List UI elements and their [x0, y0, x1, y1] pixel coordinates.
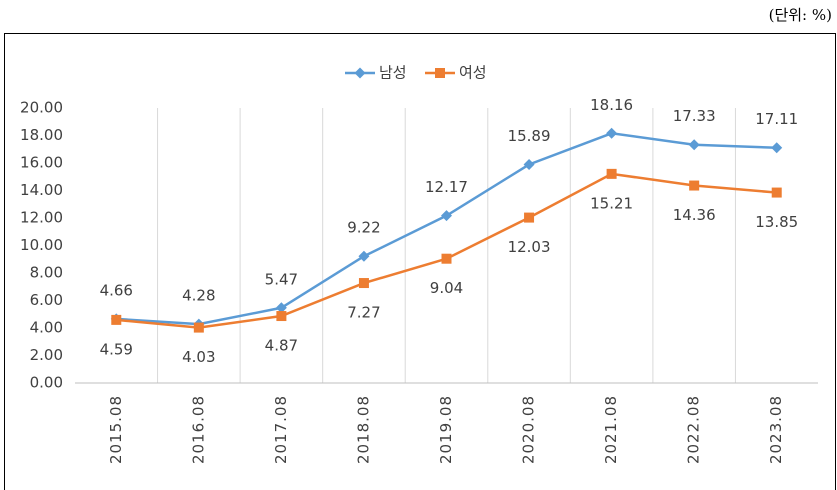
x-tick-label: 2022.08 — [685, 395, 703, 464]
data-label: 15.21 — [590, 194, 633, 212]
unit-note: (단위: %) — [769, 6, 832, 24]
x-tick-label: 2016.08 — [189, 395, 207, 464]
data-label: 4.28 — [182, 287, 215, 305]
point — [276, 311, 287, 322]
point — [688, 139, 700, 151]
data-label: 12.03 — [508, 238, 551, 256]
chart-frame — [4, 33, 836, 490]
point — [606, 127, 618, 139]
y-tick-label: 16.00 — [20, 154, 63, 172]
point — [193, 322, 204, 333]
point — [358, 250, 370, 262]
y-tick-label: 6.00 — [30, 291, 63, 309]
x-tick-label: 2018.08 — [354, 395, 372, 464]
point — [524, 212, 535, 223]
data-label: 5.47 — [265, 270, 298, 288]
data-label: 4.87 — [265, 337, 298, 355]
legend-label: 여성 — [459, 64, 487, 82]
data-label: 17.11 — [755, 110, 798, 128]
y-tick-label: 18.00 — [20, 126, 63, 144]
data-label: 4.03 — [182, 348, 215, 366]
y-tick-label: 20.00 — [20, 99, 63, 117]
x-tick-label: 2017.08 — [272, 395, 290, 464]
y-tick-label: 12.00 — [20, 209, 63, 227]
x-tick-label: 2019.08 — [437, 395, 455, 464]
legend-marker — [354, 67, 366, 79]
legend-label: 남성 — [379, 64, 407, 82]
point — [111, 314, 122, 325]
y-tick-label: 0.00 — [30, 374, 63, 392]
data-label: 15.89 — [508, 127, 551, 145]
data-label: 17.33 — [673, 107, 716, 125]
data-label: 9.22 — [347, 219, 380, 237]
y-tick-label: 2.00 — [30, 346, 63, 364]
data-label: 9.04 — [430, 279, 463, 297]
point — [689, 180, 700, 191]
data-label: 4.59 — [100, 340, 133, 358]
point — [523, 159, 535, 171]
legend-marker — [435, 68, 445, 78]
point — [275, 302, 287, 314]
x-tick-label: 2023.08 — [767, 395, 785, 464]
x-tick-label: 2020.08 — [520, 395, 538, 464]
point — [606, 168, 617, 179]
data-label: 18.16 — [590, 96, 633, 114]
y-tick-label: 10.00 — [20, 236, 63, 254]
point — [771, 187, 782, 198]
point — [441, 253, 452, 264]
x-tick-label: 2015.08 — [107, 395, 125, 464]
y-tick-label: 14.00 — [20, 181, 63, 199]
data-label: 12.17 — [425, 178, 468, 196]
y-tick-label: 8.00 — [30, 264, 63, 282]
data-label: 7.27 — [347, 304, 380, 322]
point — [358, 278, 369, 289]
data-label: 4.66 — [100, 281, 133, 299]
y-tick-label: 4.00 — [30, 319, 63, 337]
data-label: 13.85 — [755, 213, 798, 231]
point — [441, 210, 452, 222]
data-label: 14.36 — [673, 206, 716, 224]
x-tick-label: 2021.08 — [602, 395, 620, 464]
point — [771, 142, 783, 154]
